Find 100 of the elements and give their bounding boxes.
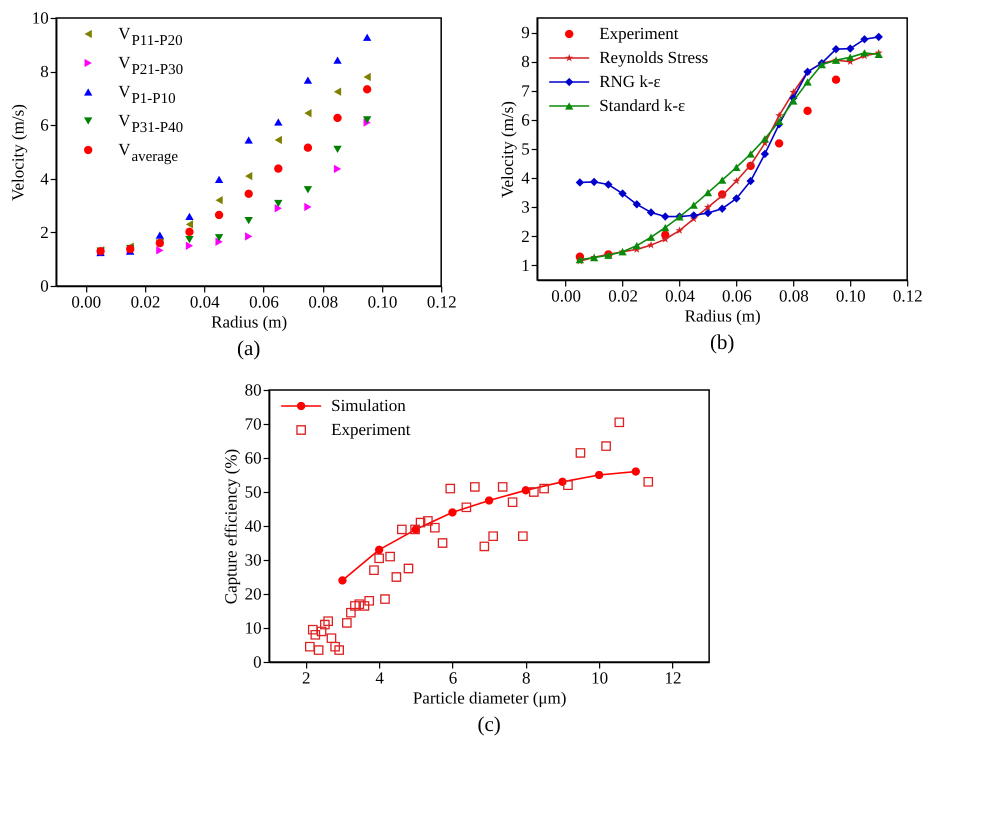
point: [360, 601, 370, 611]
point: [185, 236, 194, 244]
y-tick-label: 6: [521, 110, 530, 130]
y-tick-label: 8: [40, 62, 49, 82]
point: [404, 564, 414, 574]
point: [529, 487, 539, 497]
point: [718, 176, 726, 184]
x-tick-label: 2: [302, 668, 311, 688]
y-tick-label: 10: [244, 618, 262, 638]
y-tick-label: 50: [244, 482, 262, 502]
legend-label: Simulation: [331, 396, 406, 415]
point: [362, 85, 372, 94]
point: [392, 572, 402, 582]
point: [704, 189, 712, 196]
point: [185, 228, 194, 236]
x-tick-label: 0.08: [778, 286, 809, 306]
x-tick-label: 0.00: [71, 292, 102, 312]
point: [604, 180, 613, 189]
point: [448, 508, 457, 517]
point: [746, 176, 755, 186]
point: [350, 601, 360, 611]
point: [244, 136, 253, 144]
point: [346, 608, 356, 618]
point: [563, 480, 573, 490]
point: [488, 531, 498, 542]
y-tick-label: 40: [244, 516, 262, 536]
point: [186, 242, 194, 250]
point: [874, 32, 883, 42]
point: [342, 618, 352, 628]
point: [718, 204, 726, 213]
point: [518, 531, 528, 542]
point: [308, 624, 318, 635]
text: (b): [710, 330, 734, 354]
legend-label: RNG k-ε: [599, 72, 661, 91]
point: [860, 49, 869, 57]
point: [676, 226, 684, 234]
point: [156, 231, 164, 239]
point: [445, 484, 456, 494]
point: [539, 484, 549, 494]
y-tick-label: 9: [521, 23, 530, 42]
point: [214, 210, 224, 220]
text: (a): [237, 336, 260, 360]
point: [244, 216, 253, 224]
point: [333, 114, 342, 122]
y-tick-label: 3: [521, 198, 530, 217]
point: [310, 630, 320, 640]
point: [215, 196, 223, 204]
point: [614, 417, 624, 428]
y-axis-title: Velocity (m/s): [8, 104, 28, 201]
point: [484, 496, 494, 505]
x-tick-label: 6: [448, 668, 458, 688]
point: [760, 150, 770, 158]
y-tick-label: 2: [40, 222, 49, 242]
y-tick-label: 7: [521, 81, 530, 100]
point: [632, 467, 640, 476]
point: [661, 212, 670, 221]
x-tick-label: 12: [664, 668, 682, 688]
x-axis-title: Radius (m): [684, 306, 761, 326]
y-axis-title: Capture efficiency (%): [222, 448, 241, 604]
point: [430, 522, 440, 533]
point: [380, 594, 390, 604]
point: [646, 208, 656, 217]
point: [274, 204, 282, 212]
point: [438, 538, 448, 548]
point: [832, 76, 840, 84]
x-tick-label: 4: [375, 668, 384, 688]
point: [304, 76, 312, 84]
y-tick-label: 4: [521, 168, 530, 188]
point: [316, 626, 326, 636]
point: [364, 596, 374, 606]
point: [498, 482, 508, 492]
y-tick-label: 0: [253, 652, 262, 672]
point: [304, 202, 312, 212]
point: [661, 224, 670, 232]
point: [594, 470, 604, 480]
point: [618, 189, 627, 198]
point: [362, 34, 372, 41]
point: [214, 234, 224, 242]
y-tick-label: 70: [244, 414, 262, 434]
point: [643, 476, 654, 487]
point: [508, 497, 518, 508]
x-tick-label: 0.02: [608, 286, 638, 306]
point: [374, 546, 384, 554]
point: [214, 176, 224, 183]
text: (c): [477, 712, 501, 736]
point: [632, 242, 641, 250]
point: [156, 246, 164, 255]
point: [334, 164, 342, 174]
point: [690, 211, 698, 220]
point: [860, 35, 869, 44]
point: [522, 486, 530, 494]
point: [646, 234, 656, 241]
y-tick-label: 1: [521, 256, 530, 275]
point: [354, 599, 364, 610]
x-axis-title: Radius (m): [211, 312, 288, 332]
point: [385, 552, 395, 562]
y-tick-label: 30: [244, 550, 262, 570]
x-tick-label: 0.04: [665, 286, 696, 306]
x-tick-label: 0.10: [368, 292, 398, 312]
x-tick-label: 10: [591, 668, 608, 688]
